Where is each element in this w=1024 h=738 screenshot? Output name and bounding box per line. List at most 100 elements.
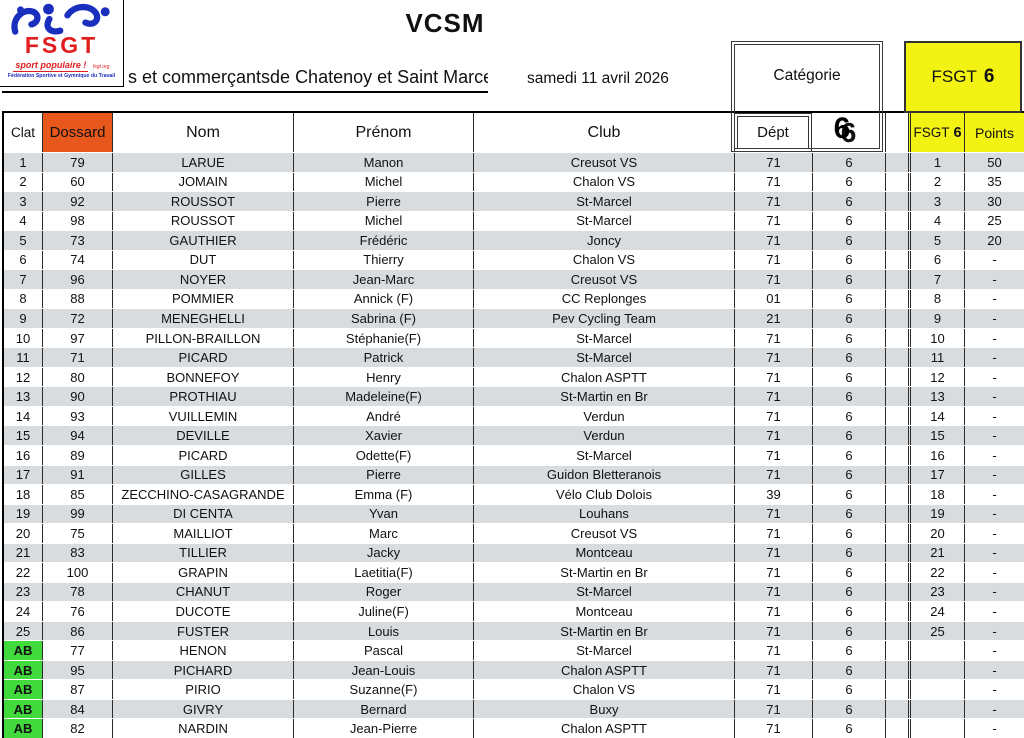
cell-clat: 22	[4, 563, 42, 582]
cell-fsgt: 24	[908, 602, 964, 621]
cell-nom: JOMAIN	[112, 172, 293, 192]
cell-club: Chalon VS	[473, 680, 734, 699]
cell-fsgt: 11	[908, 348, 964, 367]
cell-fsgt: 4	[908, 211, 964, 231]
cell-dept: 39	[734, 485, 812, 504]
cell-cat: 6	[812, 211, 885, 231]
cell-prenom: Emma (F)	[293, 485, 473, 504]
cell-spacer	[885, 465, 908, 485]
cell-nom: ROUSSOT	[112, 211, 293, 231]
cell-spacer	[885, 621, 908, 641]
cell-club: St-Marcel	[473, 445, 734, 465]
cell-nom: PILLON-BRAILLON	[112, 328, 293, 348]
header-clat: Clat	[4, 113, 42, 152]
cell-fsgt: 22	[908, 563, 964, 582]
cell-spacer	[885, 270, 908, 289]
table-row: 25 86 FUSTER Louis St-Martin en Br 71 6 25-	[4, 620, 1024, 641]
cell-fsgt: 6	[908, 250, 964, 270]
cell-dossard: 98	[42, 211, 112, 231]
table-row: AB 95 PICHARD Jean-Louis Chalon ASPTT 71 6 -	[4, 659, 1024, 680]
cell-dossard: 80	[42, 367, 112, 387]
cell-nom: PIRIO	[112, 680, 293, 699]
header-category-value: 6	[812, 113, 885, 152]
cell-clat: 19	[4, 504, 42, 524]
cell-points: -	[964, 328, 1024, 348]
cell-dossard: 99	[42, 504, 112, 524]
cell-dept: 71	[734, 602, 812, 621]
cell-clat: 5	[4, 231, 42, 250]
cell-spacer	[885, 289, 908, 309]
cell-cat: 6	[812, 406, 885, 426]
table-row: 18 85 ZECCHINO-CASAGRANDE Emma (F) Vélo Club…	[4, 484, 1024, 504]
cell-prenom: Sabrina (F)	[293, 309, 473, 328]
cell-dept: 71	[734, 641, 812, 660]
cell-dept: 71	[734, 348, 812, 367]
cell-club: Buxy	[473, 699, 734, 719]
header-prenom: Prénom	[293, 113, 473, 152]
cell-spacer	[885, 172, 908, 192]
cell-points: -	[964, 465, 1024, 485]
table-row: 20 75 MAILLIOT Marc Creusot VS 71 6 20-	[4, 523, 1024, 543]
cell-dept: 71	[734, 543, 812, 563]
cell-clat: 2	[4, 172, 42, 192]
cell-cat: 6	[812, 602, 885, 621]
cell-nom: HENON	[112, 641, 293, 660]
table-row: 8 88 POMMIER Annick (F) CC Replonges 01 6 8-	[4, 288, 1024, 309]
cell-club: Chalon ASPTT	[473, 367, 734, 387]
cell-fsgt	[908, 641, 964, 660]
cell-club: St-Marcel	[473, 641, 734, 660]
table-row: 10 97 PILLON-BRAILLON Stéphanie(F) St-Marcel…	[4, 327, 1024, 348]
cell-dept: 71	[734, 524, 812, 543]
cell-prenom: Jean-Pierre	[293, 719, 473, 738]
cell-nom: FUSTER	[112, 621, 293, 641]
cell-club: Creusot VS	[473, 270, 734, 289]
cell-nom: GAUTHIER	[112, 231, 293, 250]
cell-clat: 17	[4, 465, 42, 485]
cell-dossard: 97	[42, 328, 112, 348]
cell-spacer	[885, 524, 908, 543]
header-club: Club	[473, 113, 734, 152]
cell-points: 30	[964, 192, 1024, 211]
cell-club: St-Martin en Br	[473, 563, 734, 582]
cell-dossard: 83	[42, 543, 112, 563]
cell-club: Verdun	[473, 426, 734, 445]
cell-dossard: 95	[42, 660, 112, 680]
cell-points: -	[964, 367, 1024, 387]
cell-prenom: Pierre	[293, 192, 473, 211]
cell-cat: 6	[812, 270, 885, 289]
cell-club: Pev Cycling Team	[473, 309, 734, 328]
cell-points: -	[964, 602, 1024, 621]
cell-prenom: Marc	[293, 524, 473, 543]
cell-prenom: Louis	[293, 621, 473, 641]
cell-club: Chalon ASPTT	[473, 719, 734, 738]
cell-prenom: Xavier	[293, 426, 473, 445]
cell-prenom: Jean-Marc	[293, 270, 473, 289]
cell-dossard: 90	[42, 387, 112, 406]
cell-points: -	[964, 563, 1024, 582]
cell-fsgt: 8	[908, 289, 964, 309]
cell-clat: 20	[4, 524, 42, 543]
cell-cat: 6	[812, 153, 885, 172]
cell-fsgt: 13	[908, 387, 964, 406]
cell-clat: 25	[4, 621, 42, 641]
cell-spacer	[885, 602, 908, 621]
cell-cat: 6	[812, 348, 885, 367]
cell-dept: 71	[734, 504, 812, 524]
cell-cat: 6	[812, 445, 885, 465]
cell-points: -	[964, 387, 1024, 406]
table-row: AB 77 HENON Pascal St-Marcel 71 6 -	[4, 640, 1024, 660]
cell-clat: 10	[4, 328, 42, 348]
cell-club: Montceau	[473, 602, 734, 621]
cell-clat: AB	[4, 699, 42, 719]
cell-points: -	[964, 680, 1024, 699]
cell-spacer	[885, 387, 908, 406]
cell-fsgt	[908, 719, 964, 738]
cell-points: 20	[964, 231, 1024, 250]
fsgt-category-label: FSGT	[931, 67, 977, 86]
cell-nom: PICARD	[112, 445, 293, 465]
cell-dossard: 60	[42, 172, 112, 192]
cell-dept: 71	[734, 211, 812, 231]
cell-prenom: Pierre	[293, 465, 473, 485]
cell-clat: 13	[4, 387, 42, 406]
cell-club: Vélo Club Dolois	[473, 485, 734, 504]
